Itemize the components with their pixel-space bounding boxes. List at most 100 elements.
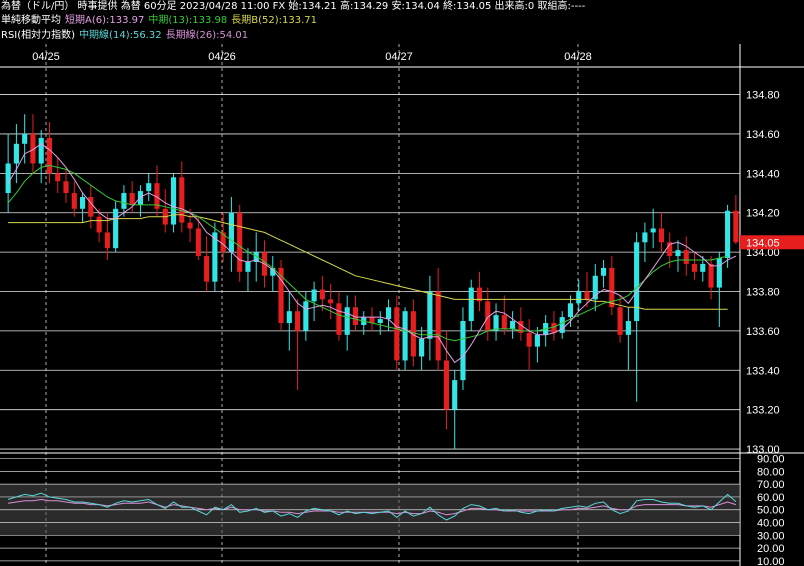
candle-body — [113, 208, 119, 249]
rsi-y-tick-label: 90.00 — [757, 454, 785, 466]
candle-body — [46, 137, 53, 174]
candle-body — [121, 193, 127, 209]
rsi-y-tick-label: 80.00 — [757, 466, 785, 478]
candle-body — [204, 256, 210, 282]
x-tick-label: 04/28 — [564, 51, 592, 63]
x-tick-label: 04/27 — [385, 51, 413, 63]
rsi-y-tick-label: 20.00 — [757, 543, 785, 555]
candle-body — [567, 303, 574, 318]
candle-body — [427, 291, 433, 339]
rsi-y-tick-label: 70.00 — [757, 479, 785, 491]
y-tick-label: 134.20 — [746, 208, 780, 220]
candle-body — [700, 263, 706, 272]
candle-body — [526, 332, 532, 347]
candle-body — [212, 232, 218, 282]
candle-body — [237, 212, 243, 272]
candle-body — [617, 307, 623, 335]
candle-body — [129, 193, 135, 205]
candle-body — [344, 307, 350, 335]
y-tick-label: 133.00 — [746, 444, 780, 456]
rsi-long-line — [8, 498, 737, 516]
candle-body — [443, 360, 449, 410]
candle-body — [468, 287, 474, 322]
candle-body — [278, 267, 284, 324]
candle-body — [195, 228, 201, 257]
rsi-y-tick-label: 10.00 — [757, 556, 785, 566]
candle-body — [725, 210, 731, 259]
candle-body — [295, 311, 301, 331]
y-tick-label: 134.80 — [746, 90, 780, 102]
last-price-label: 134.05 — [746, 237, 780, 249]
candle-body — [435, 291, 441, 361]
candle-body — [460, 321, 466, 381]
candle-body — [452, 380, 458, 410]
candle-body — [501, 315, 507, 329]
candle-body — [79, 196, 86, 209]
candle-body — [311, 289, 317, 302]
ma-short-label: 短期A(6):133.97 — [65, 15, 145, 26]
ma-mid-label: 中期(13):133.98 — [148, 15, 228, 26]
rsi-mid-line — [7, 492, 737, 521]
candle-body — [658, 228, 665, 243]
candle-body — [402, 311, 408, 361]
candle-body — [394, 307, 400, 361]
ma-long-label: 長期B(52):133.71 — [231, 15, 318, 26]
rsi-y-tick-label: 50.00 — [757, 505, 785, 517]
candle-body — [13, 143, 19, 164]
rsi-long-label: 長期線(26):54.01 — [165, 30, 249, 41]
candle-body — [179, 177, 185, 223]
candle-body — [600, 267, 607, 276]
candle-body — [419, 338, 425, 357]
candle-body — [137, 191, 144, 205]
candle-body — [493, 315, 499, 331]
candle-body — [5, 163, 11, 194]
candle-body — [71, 193, 77, 209]
candle-body — [592, 275, 598, 300]
candle-body — [154, 183, 160, 209]
candle-body — [559, 317, 565, 333]
ma-short-line — [7, 143, 737, 364]
candle-body — [691, 263, 698, 272]
candle-body — [30, 133, 36, 164]
rsi-title: RSI(相対力指数) — [1, 30, 76, 41]
candle-body — [170, 177, 177, 225]
ma-mid-line — [7, 164, 728, 342]
x-tick-label: 04/25 — [32, 51, 60, 63]
candle-body — [88, 196, 94, 217]
candle-body — [609, 267, 615, 308]
ma-title: 単純移動平均 — [1, 15, 61, 26]
candle-body — [410, 311, 416, 357]
candle-body — [377, 319, 383, 324]
candle-body — [510, 321, 516, 329]
candle-body — [716, 258, 722, 288]
candle-body — [220, 232, 226, 253]
y-tick-label: 133.80 — [746, 287, 780, 299]
rsi-legend: RSI(相対力指数) 中期線(14):56.32 長期線(26):54.01 — [1, 29, 252, 43]
candle-body — [534, 334, 540, 347]
x-tick-label: 04/26 — [208, 51, 236, 63]
y-tick-label: 134.40 — [746, 168, 780, 180]
y-tick-label: 133.60 — [746, 326, 780, 338]
candle-body — [245, 261, 251, 272]
candle-body — [286, 311, 292, 324]
header-info: 為替（ドル/円） 時事提供 為替 60分足 2023/04/28 11:00 F… — [1, 1, 586, 12]
y-tick-label: 134.60 — [746, 129, 780, 141]
rsi-y-tick-label: 30.00 — [757, 530, 785, 542]
rsi-y-tick-label: 60.00 — [757, 492, 785, 504]
candle-body — [369, 317, 375, 324]
candle-body — [667, 242, 673, 257]
candle-body — [187, 222, 193, 229]
candle-body — [22, 133, 28, 144]
candle-body — [733, 210, 739, 243]
y-tick-label: 133.40 — [746, 365, 780, 377]
candle-body — [476, 287, 483, 302]
ma-legend: 単純移動平均 短期A(6):133.97 中期(13):133.98 長期B(52):… — [1, 14, 321, 28]
candle-body — [385, 307, 392, 320]
candle-body — [270, 267, 276, 276]
last-price-tag — [740, 235, 804, 250]
candle-body — [518, 321, 524, 333]
candle-body — [55, 173, 61, 182]
rsi-y-tick-label: 40.00 — [757, 518, 785, 530]
candle-body — [650, 228, 656, 233]
